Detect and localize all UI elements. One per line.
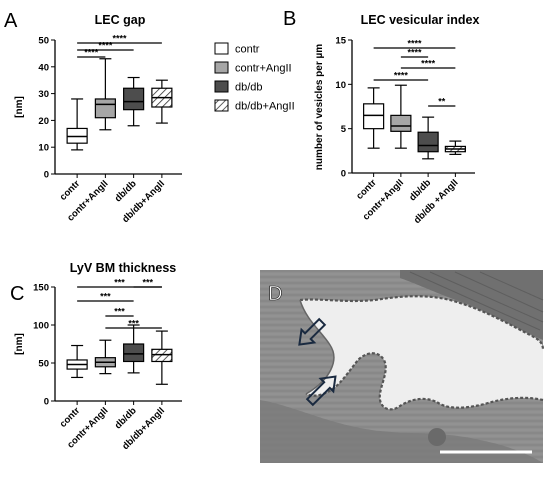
panel-letter-b: B <box>283 8 296 30</box>
box-db-db-angii <box>151 79 173 124</box>
legend-label: db/db <box>235 82 263 94</box>
y-tick-label: 0 <box>44 397 49 408</box>
chart-lec-vesicular-index: B LEC vesicular index 0 5 10 15 number of ve… <box>283 8 479 226</box>
chart-lyv-bm-thickness: C LyV BM thickness 050100150[nm]contrcon… <box>10 261 182 452</box>
y-tick-label: 15 <box>335 36 346 47</box>
x-tick-label: contr <box>354 177 379 202</box>
significance-label: ** <box>438 97 446 107</box>
box-iqr <box>123 343 145 363</box>
x-tick-label: contr <box>58 405 83 430</box>
box-contr <box>66 98 88 151</box>
y-tick-label: 50 <box>38 359 49 370</box>
box-contr-angii <box>94 58 116 131</box>
micrograph-panel: D <box>260 270 545 463</box>
y-tick-label: 0 <box>341 169 346 180</box>
box-db-db <box>417 116 439 160</box>
legend-swatch <box>214 80 229 93</box>
legend-item: contr <box>214 42 260 56</box>
significance-label: *** <box>142 278 153 288</box>
y-tick-label: 50 <box>38 36 49 47</box>
legend-swatch <box>214 61 229 74</box>
panel-letter-d: D <box>268 283 282 305</box>
y-tick-label: 5 <box>341 124 347 135</box>
significance-label: *** <box>100 292 111 302</box>
significance-label: **** <box>112 34 127 44</box>
box-db-db-angii <box>444 140 466 155</box>
box-db-db <box>123 76 145 127</box>
x-tick-label: contr <box>58 178 83 203</box>
box-contr <box>66 344 88 379</box>
y-tick-label: 100 <box>33 321 49 332</box>
box-iqr <box>390 114 412 132</box>
significance-label: **** <box>84 48 99 58</box>
x-tick-label: db/db <box>113 178 139 204</box>
chart-title: LEC gap <box>95 13 146 27</box>
y-tick-label: 10 <box>335 80 346 91</box>
legend-item: contr+AngII <box>214 61 292 75</box>
legend-item: db/db+AngII <box>214 99 295 113</box>
significance-label: **** <box>98 41 113 51</box>
chart-lec-gap: A LEC gap 01020304050[nm]contrcontr+AngI… <box>4 10 182 225</box>
panel-letter-c: C <box>10 283 24 305</box>
legend-label: contr+AngII <box>235 63 292 75</box>
y-tick-label: 40 <box>38 62 49 73</box>
box-iqr <box>417 131 439 153</box>
significance-label: *** <box>128 319 139 329</box>
y-tick-label: 20 <box>38 116 49 127</box>
significance-label: *** <box>114 307 125 317</box>
box-iqr <box>363 103 385 130</box>
box-db-db <box>123 324 145 374</box>
box-contr <box>363 87 385 149</box>
y-tick-label: 30 <box>38 89 49 100</box>
y-axis-label: number of vesicles per µm <box>314 44 325 170</box>
y-tick-label: 150 <box>33 283 49 294</box>
chart-title: LEC vesicular index <box>361 13 480 27</box>
box-db-db-angii <box>151 330 173 385</box>
legend-swatch <box>214 42 229 55</box>
box-iqr <box>94 98 116 119</box>
x-tick-label: db/db <box>113 405 139 431</box>
significance-label: **** <box>421 59 436 69</box>
panel-letter-a: A <box>4 10 18 32</box>
significance-label: *** <box>114 278 125 288</box>
y-tick-label: 0 <box>44 170 49 181</box>
significance-label: **** <box>394 71 409 81</box>
significance-label: **** <box>407 48 422 58</box>
legend-label: contr <box>235 44 260 56</box>
arrow-icon <box>298 317 327 346</box>
legend-label: db/db+AngII <box>235 101 295 113</box>
y-tick-label: 10 <box>38 143 49 154</box>
box-contr-angii <box>94 339 116 375</box>
box-iqr <box>151 348 173 363</box>
chart-title: LyV BM thickness <box>70 261 177 275</box>
legend-swatch <box>214 99 229 112</box>
box-contr-angii <box>390 84 412 149</box>
legend-item: db/db <box>214 80 263 94</box>
box-iqr <box>123 87 145 111</box>
y-axis-label: [nm] <box>14 333 25 355</box>
arrow-icon <box>305 375 337 407</box>
significance-label: **** <box>407 39 422 49</box>
legend: contr contr+AngII db/db db/db+AngII <box>214 42 295 113</box>
y-axis-label: [nm] <box>14 96 25 118</box>
vessel-lumen <box>300 296 543 410</box>
